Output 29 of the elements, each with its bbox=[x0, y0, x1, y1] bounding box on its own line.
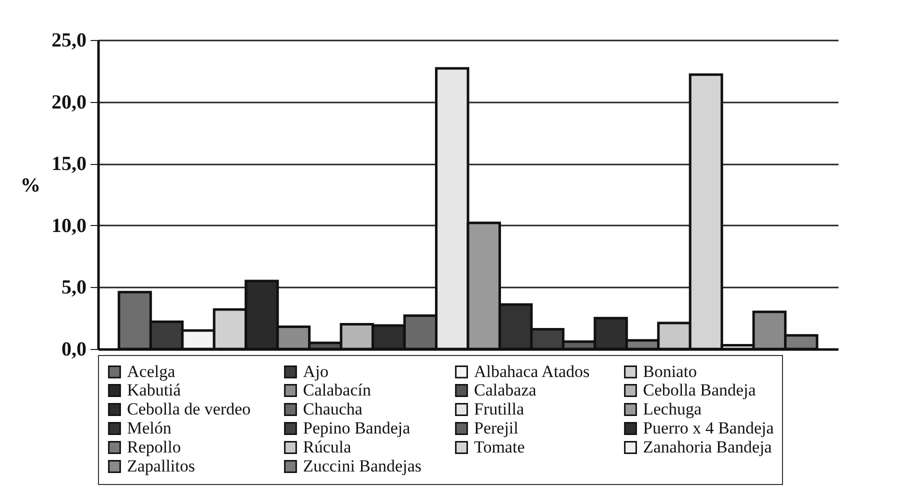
legend-label: Lechuga bbox=[643, 400, 702, 418]
legend-label: Pepino Bandeja bbox=[303, 418, 411, 438]
legend-label: Frutilla bbox=[474, 400, 525, 418]
legend-label: Tomate bbox=[474, 438, 525, 456]
legend-label: Cebolla Bandeja bbox=[643, 380, 756, 400]
legend-label: Zanahoria Bandeja bbox=[643, 438, 772, 456]
legend-label: Melón bbox=[127, 418, 172, 438]
legend-label: Kabutiá bbox=[127, 380, 182, 400]
legend-label: Chaucha bbox=[303, 400, 363, 418]
legend-label: Puerro x 4 Bandeja bbox=[643, 418, 774, 438]
y-tick-label: 15,0 bbox=[52, 153, 86, 176]
legend-label: Calabaza bbox=[474, 380, 537, 400]
y-tick-label: 5,0 bbox=[62, 276, 86, 299]
legend-label: Albahaca Atados bbox=[474, 362, 590, 381]
legend-label: Zuccini Bandejas bbox=[303, 456, 422, 476]
legend-label: Repollo bbox=[127, 438, 181, 456]
legend-label: Rúcula bbox=[303, 438, 352, 456]
legend-label: Zapallitos bbox=[127, 456, 195, 476]
legend-label: Perejil bbox=[474, 418, 519, 438]
legend-label: Acelga bbox=[127, 362, 176, 381]
legend-label: Cebolla de verdeo bbox=[127, 400, 251, 418]
y-tick-label: 25,0 bbox=[52, 30, 86, 52]
y-axis-title: % bbox=[20, 174, 40, 196]
y-tick-label: 10,0 bbox=[52, 214, 86, 237]
legend-label: Ajo bbox=[303, 362, 328, 381]
legend-label: Boniato bbox=[643, 362, 697, 381]
y-tick-label: 20,0 bbox=[52, 91, 86, 114]
y-tick-label: 0,0 bbox=[62, 338, 86, 360]
legend-label: Calabacín bbox=[303, 380, 372, 400]
